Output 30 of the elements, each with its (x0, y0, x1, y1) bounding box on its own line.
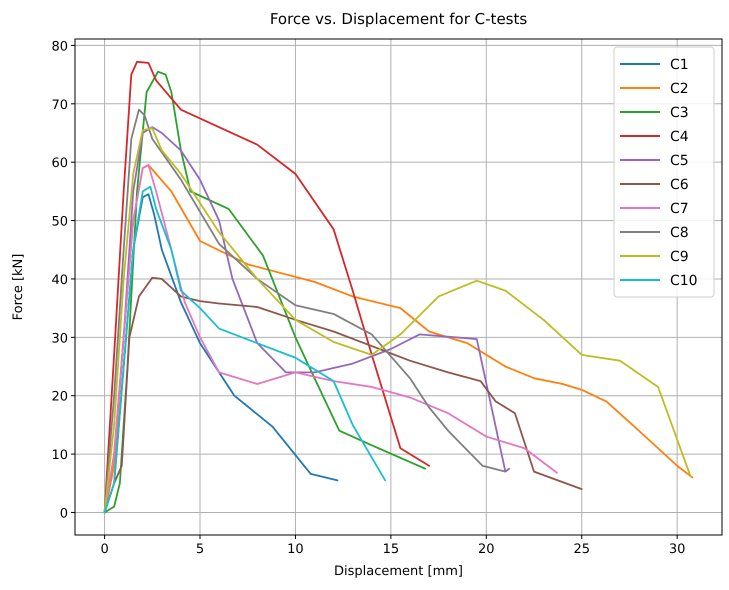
legend-label: C6 (670, 177, 689, 193)
y-tick-label: 0 (60, 506, 68, 522)
x-tick-label: 5 (196, 542, 204, 557)
legend-label: C5 (670, 153, 689, 169)
legend-label: C2 (670, 81, 689, 97)
y-tick-label: 50 (51, 214, 68, 230)
legend-label: C7 (670, 201, 689, 217)
legend-label: C3 (670, 105, 689, 121)
y-tick-label: 10 (51, 448, 68, 464)
x-axis-title: Displacement [mm] (334, 564, 463, 579)
x-tick-label: 25 (573, 542, 590, 557)
x-tick-label: 15 (382, 542, 400, 557)
x-tick-label: 0 (100, 542, 109, 557)
x-tick-label: 10 (287, 542, 304, 557)
legend-label: C10 (670, 273, 698, 289)
y-tick-label: 40 (51, 272, 68, 288)
legend-label: C8 (670, 225, 689, 241)
legend-label: C4 (670, 129, 689, 145)
x-tick-label: 30 (668, 542, 686, 557)
y-tick-label: 70 (51, 98, 68, 113)
y-tick-label: 60 (51, 156, 68, 172)
legend-label: C9 (670, 249, 689, 265)
y-axis-title: Force [kN] (11, 254, 26, 320)
x-tick-label: 20 (478, 542, 495, 557)
y-tick-label: 80 (51, 39, 68, 54)
chart-title: Force vs. Displacement for C-tests (270, 10, 528, 28)
y-tick-label: 30 (51, 331, 68, 346)
y-tick-label: 20 (51, 390, 68, 405)
line-series (104, 186, 386, 514)
legend-label: C1 (670, 57, 689, 73)
